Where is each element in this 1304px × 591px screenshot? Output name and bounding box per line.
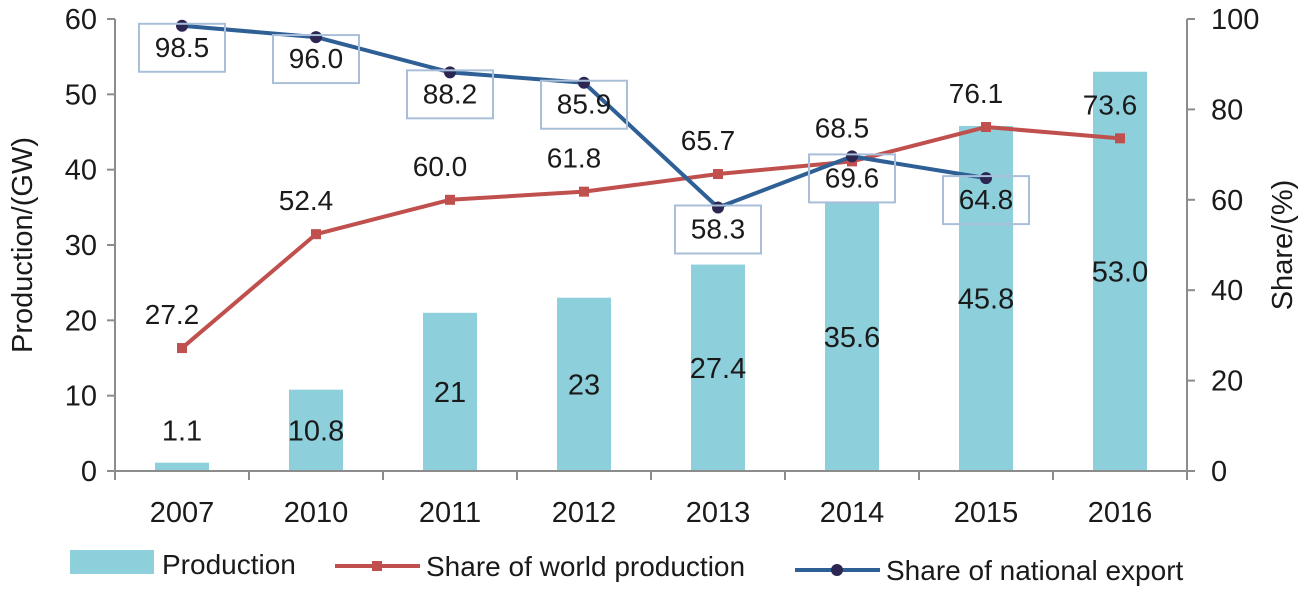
legend-label-production: Production [162,549,296,580]
export-label-2013: 58.3 [691,213,746,244]
series-marker-1-2007 [176,19,188,32]
series-marker-0-2010 [311,229,321,240]
export-label-2014: 69.6 [825,162,880,193]
series-marker-1-2011 [444,66,456,79]
series-line-0 [180,125,1121,350]
export-label-box-2007 [138,22,226,73]
x-tick-label-2012: 2012 [552,497,617,529]
legend-marker-world-share [372,561,382,571]
export-label-box-2011 [406,69,494,120]
right-tick-label: 40 [1211,275,1243,307]
bar-value-label-2007: 1.1 [162,416,202,448]
bar-2011 [423,312,477,471]
series-marker-0-2013 [713,169,723,180]
world-share-label-2011: 60.0 [413,151,468,182]
export-label-box-2013 [674,204,762,255]
legend-label-export-share: Share of national export [886,555,1184,586]
legend-swatch-production [70,550,154,574]
x-tick-label-2013: 2013 [686,497,751,529]
bar-value-label-2010: 10.8 [288,415,344,447]
series-marker-0-2015 [981,122,991,133]
left-tick-label: 20 [65,305,97,337]
series-marker-1-2010 [310,31,322,44]
legend: Production Share of world production Share… [70,549,1184,586]
export-label-2010: 96.0 [289,43,344,74]
right-tick-label: 100 [1211,4,1259,36]
export-label-2012: 85.9 [557,89,612,120]
series-marker-0-2012 [579,186,589,197]
right-tick-label: 20 [1211,366,1243,398]
bar-2007 [155,462,209,471]
right-tick-label: 60 [1211,185,1243,217]
bar-value-label-2014: 35.6 [824,322,880,354]
right-tick-label: 80 [1211,94,1243,126]
bar-value-label-2012: 23 [568,369,600,401]
export-label-2007: 98.5 [155,32,210,63]
export-label-2011: 88.2 [423,78,478,109]
left-tick-label: 30 [65,230,97,262]
bar-2013 [691,264,745,471]
world-share-label-2007: 27.2 [145,299,200,330]
x-tick-label-2015: 2015 [954,497,1019,529]
left-tick-label: 50 [65,79,97,111]
world-share-label-2010: 52.4 [279,185,334,216]
series-marker-1-2013 [712,201,724,214]
bar-value-label-2015: 45.8 [958,283,1014,315]
bar-group [155,71,1147,472]
export-label-box-2014 [808,153,896,204]
series-marker-0-2011 [445,194,455,205]
data-labels: 1.1 10.8 21 23 27.4 35.6 45.8 53.0 27.2 52.4 60.0 6… [138,22,1148,448]
x-tick-label-2014: 2014 [820,497,885,529]
y-left-axis-title: Production/(GW) [7,137,39,353]
left-tick-label: 0 [81,456,97,488]
x-tick-label-2011: 2011 [419,497,481,529]
bar-2010 [289,389,343,471]
legend-marker-export-share [831,564,843,576]
export-label-2015: 64.8 [959,184,1014,215]
export-label-box-2012 [540,79,628,130]
world-share-label-2012: 61.8 [547,143,602,174]
world-share-label-2016: 73.6 [1083,89,1138,120]
series-marker-1-2012 [578,76,590,89]
x-tick-label-2007: 2007 [150,497,215,529]
bar-value-label-2013: 27.4 [690,353,746,385]
bar-value-label-2016: 53.0 [1092,256,1148,288]
series-marker-1-2015 [980,172,992,185]
y-right-axis-title: Share/(%) [1267,180,1299,311]
series-marker-1-2014 [846,150,858,163]
bar-value-label-2011: 21 [434,377,466,409]
left-tick-label: 10 [65,381,97,413]
export-label-box-2010 [272,34,360,85]
world-share-label-2013: 65.7 [681,125,736,156]
export-label-box-2015 [942,175,1030,226]
legend-label-world-share: Share of world production [426,551,745,582]
left-tick-label: 40 [65,155,97,187]
world-share-label-2014: 68.5 [815,112,870,143]
series-marker-0-2016 [1115,133,1125,144]
right-tick-label: 0 [1211,456,1227,488]
left-tick-label: 60 [65,4,97,36]
axes: 0 10 20 30 40 50 60 0 20 40 60 80 100 2007 2010 2011 201… [7,4,1299,529]
bar-2014 [825,202,879,471]
series-marker-0-2007 [177,343,187,354]
x-tick-label-2016: 2016 [1088,497,1153,529]
bar-2012 [557,297,611,471]
world-share-label-2015: 76.1 [949,78,1004,109]
x-tick-label-2010: 2010 [284,497,349,529]
